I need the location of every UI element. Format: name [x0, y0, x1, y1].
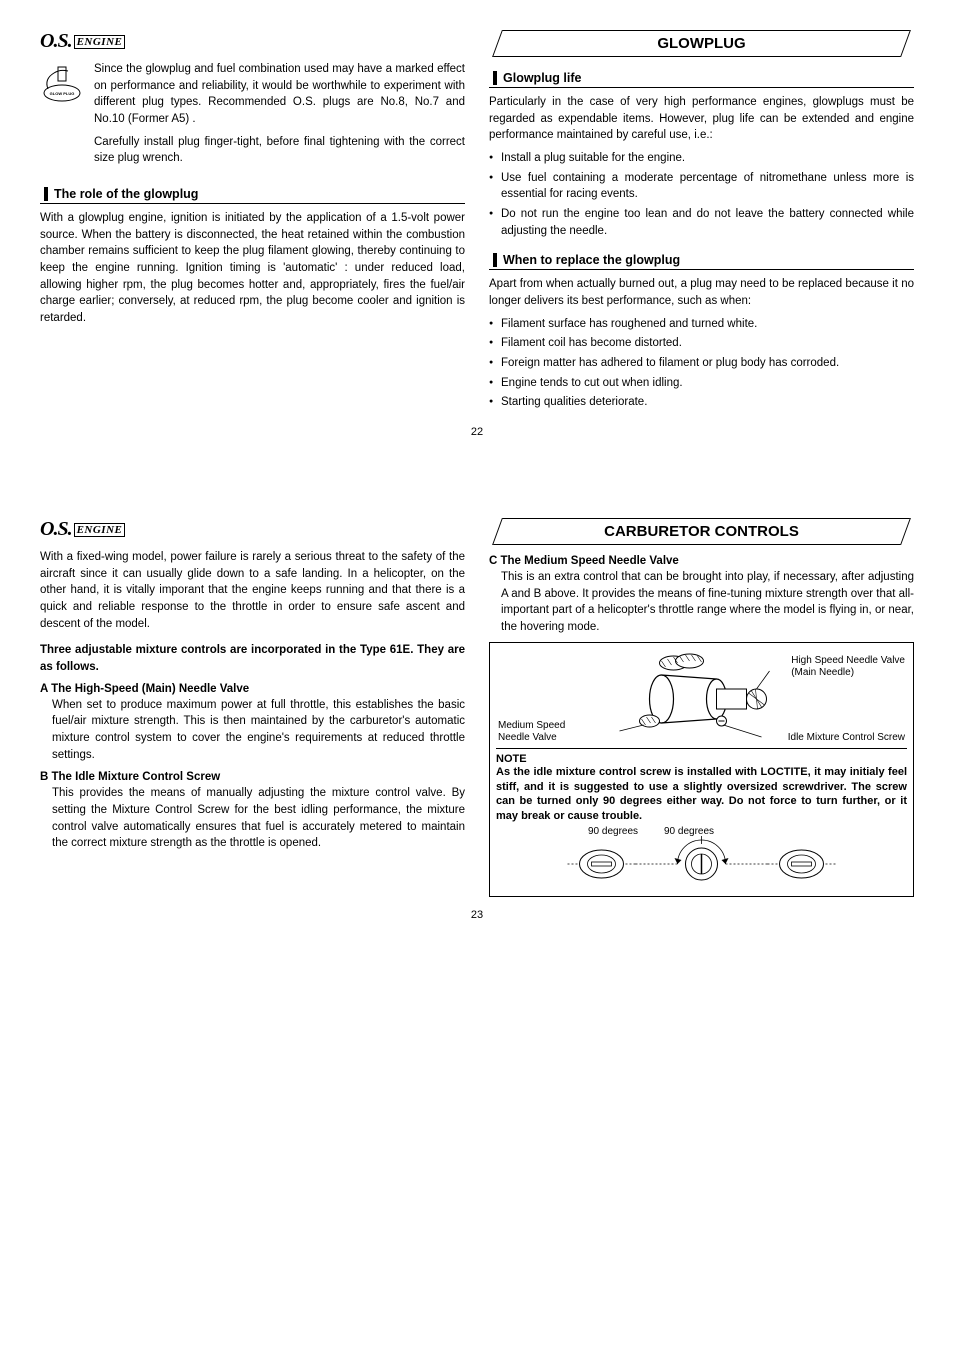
page-23-left-col: O.S.ENGINE With a fixed-wing model, powe… — [40, 518, 465, 897]
replace-bullet: Engine tends to cut out when idling. — [489, 375, 914, 392]
page-22: O.S.ENGINE GLOW PLUG Since the glowplug … — [0, 0, 954, 458]
label-hsnv: High Speed Needle Valve (Main Needle) — [791, 655, 905, 679]
life-bullet: Use fuel containing a moderate percentag… — [489, 170, 914, 203]
screw-rotation-figure: 90 degrees 90 degrees — [496, 826, 907, 896]
life-heading-label: Glowplug life — [493, 71, 581, 85]
page-number-23: 23 — [40, 909, 914, 921]
deg-label-left: 90 degrees — [588, 826, 638, 837]
brand-logo: O.S.ENGINE — [40, 30, 465, 53]
page-23-right-col: CARBURETOR CONTROLS C The Medium Speed N… — [489, 518, 914, 897]
label-msnv-2: Needle Valve — [498, 732, 557, 743]
glowplug-intro-text-2: Carefully install plug finger-tight, bef… — [94, 134, 465, 167]
deg-label-right: 90 degrees — [664, 826, 714, 837]
note-body: As the idle mixture control screw is ins… — [496, 765, 907, 824]
replace-body: Apart from when actually burned out, a p… — [489, 276, 914, 309]
replace-bullet: Filament surface has roughened and turne… — [489, 316, 914, 333]
label-msnv: Medium Speed Needle Valve — [498, 720, 565, 744]
page-23-columns: O.S.ENGINE With a fixed-wing model, powe… — [40, 518, 914, 897]
page-22-left-col: O.S.ENGINE GLOW PLUG Since the glowplug … — [40, 30, 465, 414]
label-imcs: Idle Mixture Control Screw — [788, 732, 905, 744]
carb-diagram-box: High Speed Needle Valve (Main Needle) Me… — [489, 642, 914, 897]
role-heading: The role of the glowplug — [40, 185, 465, 204]
replace-bullet: Starting qualities deteriorate. — [489, 394, 914, 411]
replace-heading-label: When to replace the glowplug — [493, 253, 680, 267]
carb-title: CARBURETOR CONTROLS — [489, 518, 914, 545]
page-23: O.S.ENGINE With a fixed-wing model, powe… — [0, 458, 954, 941]
glowplug-title: GLOWPLUG — [489, 30, 914, 57]
page-22-right-col: GLOWPLUG Glowplug life Particularly in t… — [489, 30, 914, 414]
replace-heading: When to replace the glowplug — [489, 251, 914, 270]
replace-bullets: Filament surface has roughened and turne… — [489, 316, 914, 411]
item-b-body: This provides the means of manually adju… — [52, 785, 465, 852]
item-a-body: When set to produce maximum power at ful… — [52, 697, 465, 764]
brand-sub: ENGINE — [74, 35, 126, 49]
brand-logo-2: O.S.ENGINE — [40, 518, 465, 541]
item-a-head: A The High-Speed (Main) Needle Valve — [40, 683, 465, 695]
role-heading-label: The role of the glowplug — [44, 187, 198, 201]
three-controls-head: Three adjustable mixture controls are in… — [40, 642, 465, 674]
life-heading: Glowplug life — [489, 69, 914, 88]
label-hsnv-1: High Speed Needle Valve — [791, 655, 905, 666]
page-number-22: 22 — [40, 426, 914, 438]
life-bullets: Install a plug suitable for the engine. … — [489, 150, 914, 239]
glowplug-intro-row: GLOW PLUG Since the glowplug and fuel co… — [40, 61, 465, 173]
brand-main-2: O.S. — [40, 518, 72, 540]
replace-bullet: Filament coil has become distorted. — [489, 335, 914, 352]
glowplug-intro-text-wrap: Since the glowplug and fuel combination … — [94, 61, 465, 173]
item-b-head: B The Idle Mixture Control Screw — [40, 771, 465, 783]
label-msnv-1: Medium Speed — [498, 720, 565, 731]
brand-main: O.S. — [40, 30, 72, 52]
glowplug-icon: GLOW PLUG — [40, 61, 84, 105]
replace-bullet: Foreign matter has adhered to filament o… — [489, 355, 914, 372]
page-22-columns: O.S.ENGINE GLOW PLUG Since the glowplug … — [40, 30, 914, 414]
brand-sub-2: ENGINE — [74, 523, 126, 537]
life-body: Particularly in the case of very high pe… — [489, 94, 914, 144]
carburetor-figure: High Speed Needle Valve (Main Needle) Me… — [496, 649, 907, 744]
role-body: With a glowplug engine, ignition is init… — [40, 210, 465, 327]
life-bullet: Install a plug suitable for the engine. — [489, 150, 914, 167]
carb-intro: With a fixed-wing model, power failure i… — [40, 549, 465, 632]
item-c-body: This is an extra control that can be bro… — [501, 569, 914, 636]
note-head: NOTE — [496, 748, 907, 765]
life-bullet: Do not run the engine too lean and do no… — [489, 206, 914, 239]
label-hsnv-2: (Main Needle) — [791, 667, 854, 678]
glowplug-intro-text: Since the glowplug and fuel combination … — [94, 61, 465, 128]
item-c-head: C The Medium Speed Needle Valve — [489, 555, 914, 567]
svg-text:GLOW PLUG: GLOW PLUG — [50, 91, 75, 96]
